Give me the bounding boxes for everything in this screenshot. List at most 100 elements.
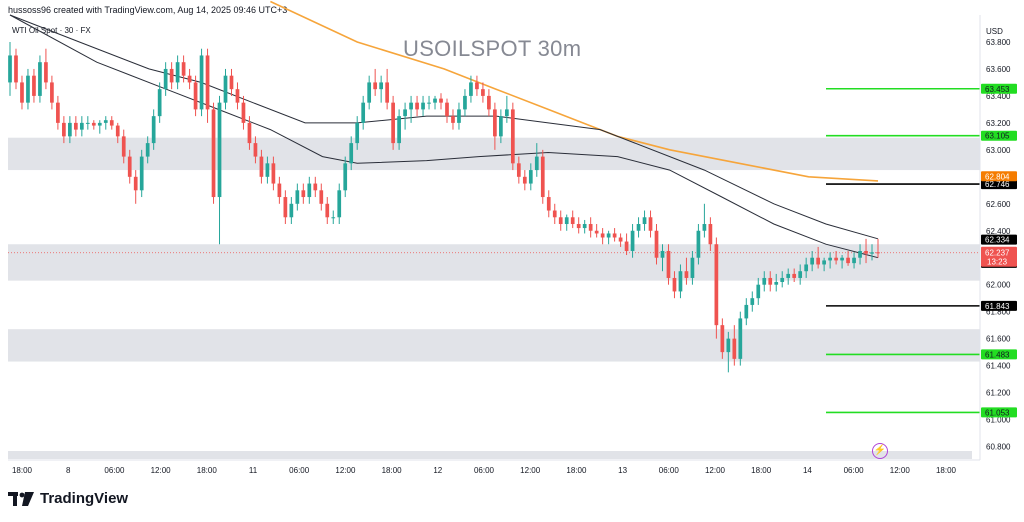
x-tick-label: 18:00 [197, 466, 218, 475]
candle-body [445, 102, 449, 117]
time-scroll-bar [8, 451, 972, 459]
candle-body [229, 75, 234, 90]
candle-body [403, 109, 407, 117]
candle-body [846, 257, 850, 264]
y-tick-label: 61.600 [986, 335, 1011, 344]
level-badge-label: 63.105 [985, 132, 1010, 141]
candle-body [391, 102, 395, 144]
candle-body [720, 325, 725, 353]
lightning-icon[interactable]: ⚡ [872, 443, 888, 459]
candle-body [816, 257, 820, 265]
candle-body [481, 89, 485, 96]
x-tick-label: 18:00 [751, 466, 772, 475]
candle-body [534, 156, 539, 171]
candle-body [103, 120, 108, 123]
candle-body [618, 237, 623, 242]
candle-body [870, 252, 874, 254]
x-tick-label: 13 [618, 466, 627, 475]
candle-body [780, 277, 785, 282]
candle-body [558, 217, 563, 225]
candle-body [44, 62, 48, 83]
x-tick-label: 14 [803, 466, 812, 475]
candle-body [91, 122, 96, 126]
candle-body [708, 224, 713, 245]
level-badge-bg [981, 300, 1017, 311]
x-tick-label: 06:00 [104, 466, 125, 475]
candle-body [211, 109, 216, 198]
candle-body [744, 304, 749, 319]
x-tick-label: 12:00 [151, 466, 172, 475]
moving-average-orange [270, 0, 879, 182]
candle-body [271, 163, 276, 184]
candle-body [768, 277, 773, 285]
candle-body [139, 156, 144, 191]
candle-body [876, 252, 880, 254]
x-tick-label: 11 [249, 466, 258, 475]
x-tick-label: 12:00 [335, 466, 356, 475]
candle-body [475, 82, 479, 90]
level-badge-label: 61.483 [985, 350, 1010, 359]
candle-body [181, 62, 186, 76]
candle-body [858, 250, 862, 258]
candle-body [319, 190, 324, 204]
tradingview-logo-icon [8, 491, 34, 506]
y-tick-label: 63.800 [986, 38, 1011, 47]
candle-body [331, 217, 336, 219]
candle-body [217, 102, 222, 198]
candle-body [157, 89, 162, 117]
candle-body [283, 197, 288, 218]
x-tick-label: 06:00 [659, 466, 680, 475]
candle-body [115, 125, 120, 137]
candle-body [127, 156, 132, 177]
candle-body [169, 68, 174, 83]
candle-body [68, 122, 72, 137]
x-tick-label: 18:00 [382, 466, 403, 475]
x-tick-label: 06:00 [474, 466, 495, 475]
candle-body [367, 82, 372, 103]
x-tick-label: 12:00 [520, 466, 541, 475]
level-badge-label: 61.843 [985, 302, 1010, 311]
y-tick-label: 62.600 [986, 200, 1011, 209]
candle-body [50, 82, 54, 103]
candle-body [792, 273, 797, 278]
candle-body [325, 203, 330, 218]
candle-body [62, 122, 66, 137]
y-tick-label: 61.400 [986, 362, 1011, 371]
level-badge-bg [981, 349, 1017, 360]
candles-layer [8, 41, 880, 373]
candle-body [133, 176, 138, 191]
candle-body [343, 163, 348, 191]
x-tick-label: 18:00 [936, 466, 957, 475]
x-tick-label: 8 [66, 466, 71, 475]
level-badge-bg [981, 179, 1017, 190]
candle-body [522, 176, 527, 184]
candle-body [756, 284, 761, 299]
tradingview-logo[interactable]: TradingView [8, 490, 128, 507]
candle-body [427, 102, 431, 104]
y-tick-label: 63.600 [986, 65, 1011, 74]
candle-body [8, 55, 12, 83]
candle-body [355, 122, 360, 144]
candle-body [774, 282, 779, 285]
price-badges-layer: 63.453 63.105 62.746 61.843 61.483 61.053 62.8… [981, 83, 1017, 418]
last-price-badge-bg [981, 246, 1017, 267]
candle-body [163, 68, 168, 90]
candle-body [540, 156, 545, 198]
candle-body [313, 183, 318, 191]
price-badge-bg [981, 234, 1017, 245]
y-tick-label: 61.000 [986, 416, 1011, 425]
countdown-label: 13:23 [987, 258, 1008, 267]
candle-body [433, 98, 437, 103]
candle-body [570, 217, 575, 225]
candle-body [277, 183, 282, 198]
support-resistance-zone [8, 137, 980, 171]
candle-body [600, 233, 605, 238]
created-by-text: hussoss96 created with TradingView.com, … [8, 5, 288, 15]
support-resistance-zone [8, 244, 980, 281]
candle-body [109, 120, 114, 126]
candle-body [223, 75, 228, 103]
candle-body [493, 109, 497, 137]
currency-label[interactable]: USD [986, 27, 1003, 36]
symbol-info[interactable]: WTI Oil Spot · 30 · FX [12, 26, 91, 35]
